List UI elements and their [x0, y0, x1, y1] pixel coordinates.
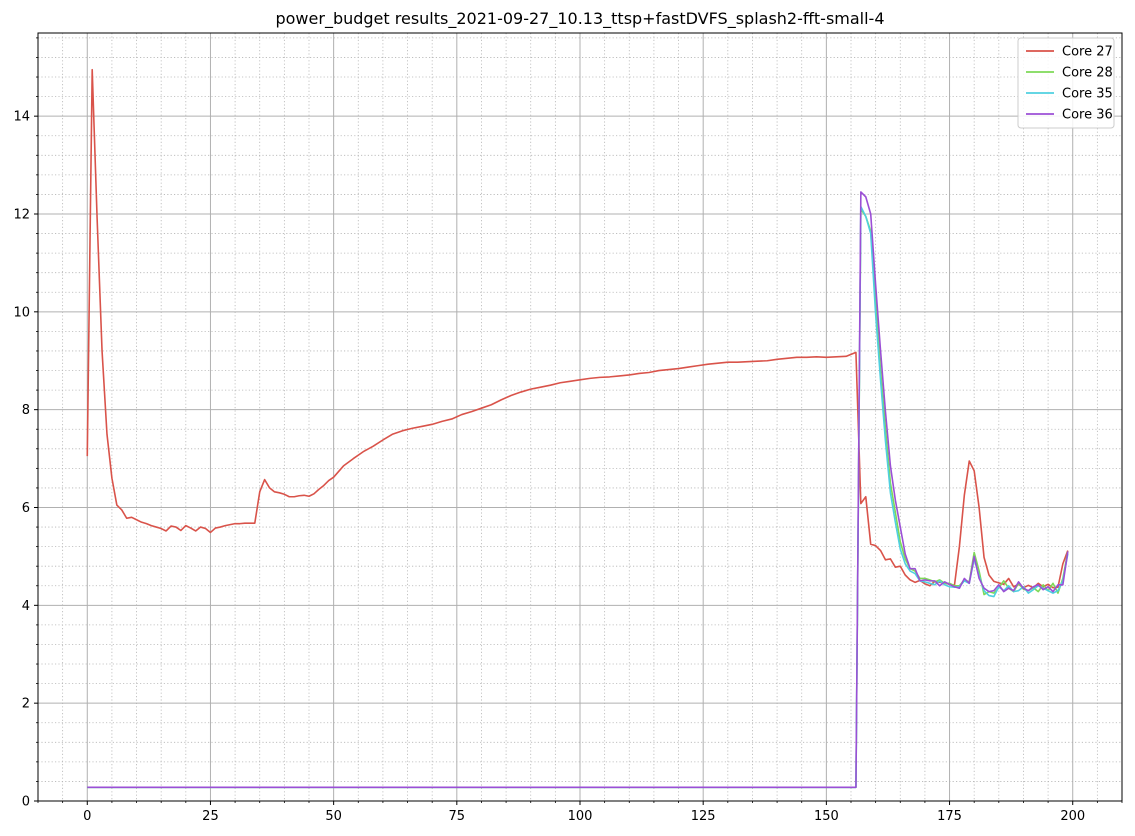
y-tick-label: 6	[22, 501, 30, 516]
legend: Core 27 Core 28 Core 35 Core 36	[1017, 37, 1115, 129]
legend-label: Core 28	[1062, 66, 1113, 81]
x-tick-label: 25	[202, 809, 219, 824]
x-tick-label: 100	[568, 809, 593, 824]
y-tick-label: 10	[13, 305, 30, 320]
legend-label: Core 27	[1062, 45, 1113, 60]
x-tick-label: 200	[1060, 809, 1085, 824]
series-line-core-27	[86, 68, 1069, 589]
y-axis: 0 2 4 6 8 10 12 14	[13, 37, 38, 810]
y-tick-label: 8	[22, 403, 30, 418]
x-tick-label: 125	[691, 809, 716, 824]
series-lines	[86, 68, 1069, 789]
chart-title: power_budget results_2021-09-27_10.13_tt…	[275, 9, 884, 29]
x-tick-label: 50	[325, 809, 342, 824]
series-line-core-36	[87, 191, 1069, 789]
y-tick-label: 0	[22, 795, 30, 810]
x-tick-label: 0	[83, 809, 91, 824]
x-tick-label: 75	[449, 809, 466, 824]
legend-label: Core 36	[1062, 108, 1113, 123]
major-gridlines	[38, 33, 1122, 802]
y-tick-label: 4	[22, 599, 30, 614]
y-tick-label: 12	[13, 207, 30, 222]
y-tick-label: 2	[22, 697, 30, 712]
y-tick-label: 14	[13, 110, 30, 125]
series-line-core-28	[87, 208, 1069, 789]
x-tick-label: 150	[814, 809, 839, 824]
x-axis: 0 25 50 75 100 125 150 175 200	[37, 801, 1123, 824]
x-tick-label: 175	[937, 809, 962, 824]
minor-gridlines	[37, 33, 1123, 801]
series-line-core-35	[87, 205, 1069, 789]
legend-box	[1017, 37, 1115, 129]
legend-label: Core 35	[1062, 87, 1113, 102]
